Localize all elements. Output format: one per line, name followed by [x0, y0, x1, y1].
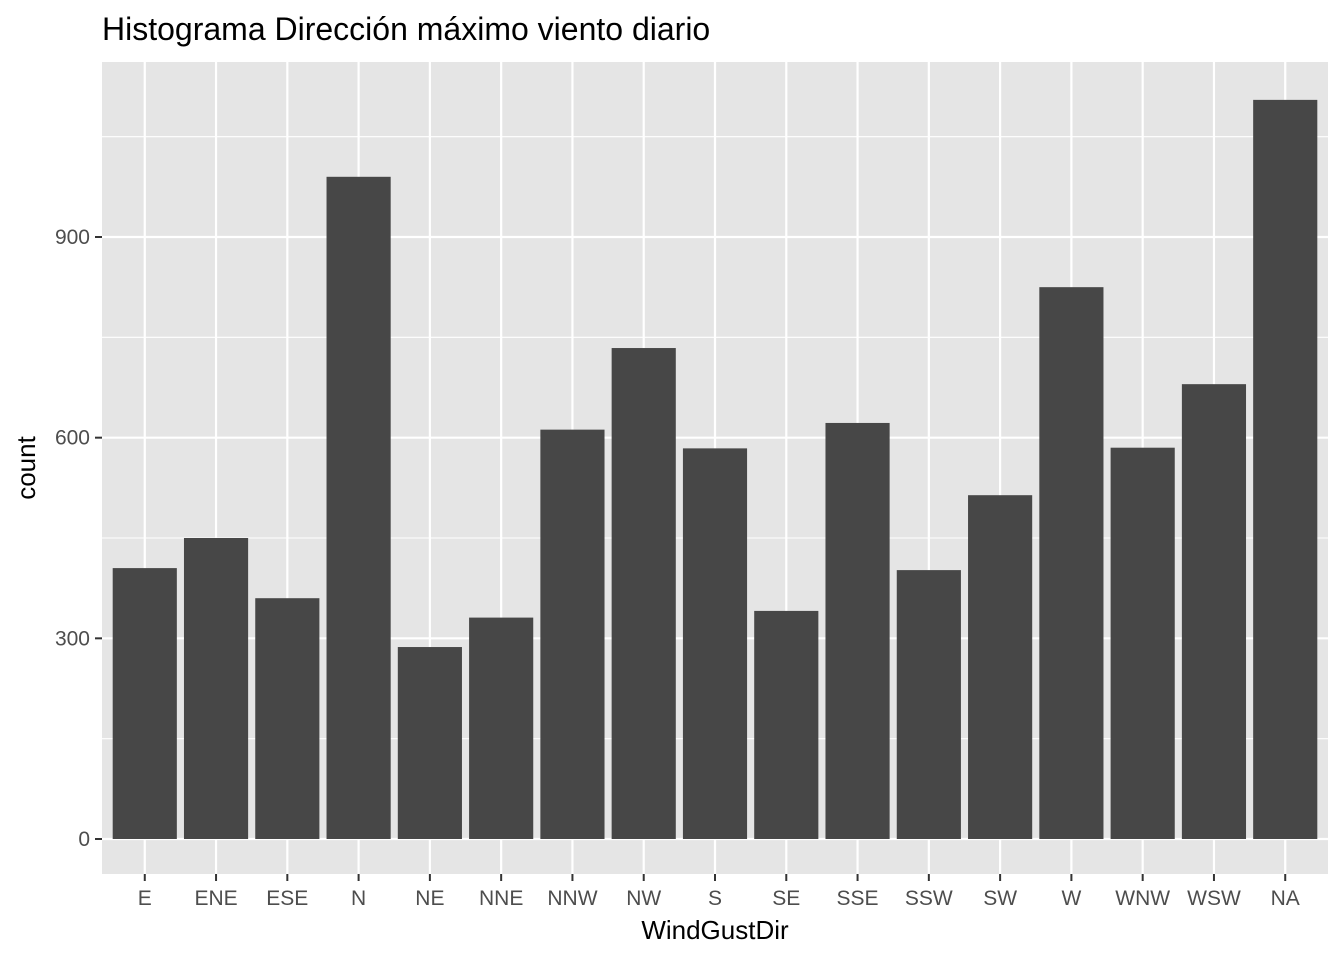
- x-tick-label: S: [708, 887, 722, 910]
- y-tick-label: 600: [55, 427, 90, 450]
- bar-ene: [183, 538, 249, 839]
- x-tick-label: NNE: [479, 887, 523, 910]
- x-tick-label: W: [1061, 887, 1081, 910]
- bar-n: [326, 176, 391, 840]
- bar-ese: [255, 598, 320, 839]
- x-tick-label: WNW: [1115, 887, 1170, 910]
- x-axis: E ENE ESE N NE NNE NNW NW S SE SSE SSW SW W WNW WSW NA: [138, 874, 1300, 910]
- bar-ssw: [896, 570, 961, 839]
- x-tick-label: SSW: [905, 887, 953, 910]
- x-tick-label: NW: [626, 887, 661, 910]
- bar-sse: [825, 422, 890, 839]
- x-tick-label: NNW: [547, 887, 597, 910]
- x-tick-label: ENE: [194, 887, 237, 910]
- bar-wsw: [1181, 384, 1247, 839]
- x-tick-label: SSE: [837, 887, 879, 910]
- bar-s: [682, 448, 748, 839]
- bar-na: [1253, 99, 1318, 839]
- y-axis-title: count: [11, 435, 41, 499]
- y-tick-label: 0: [78, 828, 90, 851]
- bar-se: [754, 610, 819, 839]
- bar-w: [1039, 287, 1104, 840]
- bar-sw: [968, 495, 1033, 839]
- bar-nw: [611, 348, 676, 839]
- x-tick-label: WSW: [1187, 887, 1241, 910]
- x-tick-label: N: [351, 887, 366, 910]
- y-tick-label: 900: [55, 226, 90, 249]
- x-tick-label: SE: [772, 887, 800, 910]
- x-axis-title: WindGustDir: [641, 915, 789, 945]
- y-tick-label: 300: [55, 627, 90, 650]
- bar-ne: [397, 647, 462, 839]
- x-tick-label: NA: [1271, 887, 1300, 910]
- bar-nne: [469, 617, 534, 839]
- x-tick-label: E: [138, 887, 152, 910]
- x-tick-label: ESE: [266, 887, 308, 910]
- bar-e: [112, 568, 177, 839]
- x-tick-label: NE: [415, 887, 444, 910]
- bar-wnw: [1110, 447, 1175, 839]
- y-axis: 0 300 600 900: [55, 226, 102, 851]
- bar-nnw: [540, 429, 605, 839]
- x-tick-label: SW: [983, 887, 1017, 910]
- chart-title: Histograma Dirección máximo viento diari…: [102, 11, 710, 47]
- bars: [112, 99, 1318, 840]
